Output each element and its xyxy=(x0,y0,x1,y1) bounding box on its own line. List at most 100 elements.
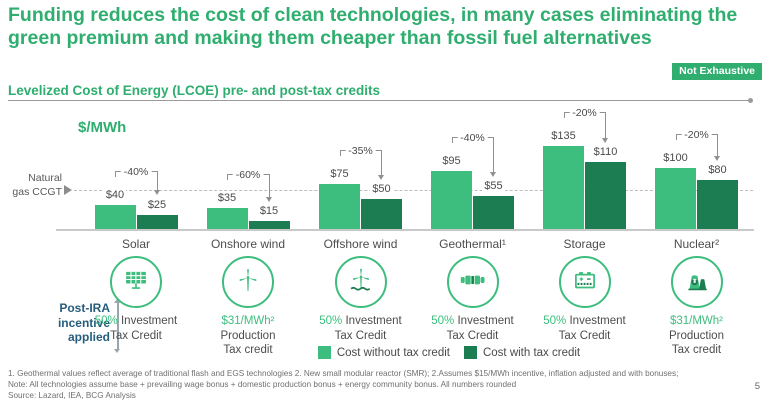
bar-with-tax-credit xyxy=(136,214,178,230)
delta-bracket: -35% xyxy=(339,143,382,158)
delta-bracket: -40% xyxy=(451,131,494,146)
legend-item: Cost without tax credit xyxy=(317,346,450,359)
arrowhead-icon xyxy=(378,175,384,180)
delta-percent-label: -60% xyxy=(232,168,264,183)
not-exhaustive-badge: Not Exhaustive xyxy=(672,63,762,80)
arrowhead-icon xyxy=(153,190,160,196)
incentive-line: Tax credit xyxy=(671,344,722,357)
incentive-line: 50% Investment xyxy=(319,315,402,327)
delta-bracket: -40% xyxy=(115,165,157,180)
delta-bracket: -20% xyxy=(563,106,606,121)
divider-end-dot xyxy=(748,98,753,103)
bar-with-tax-credit xyxy=(248,220,290,230)
bar-without-tax-credit xyxy=(431,171,472,230)
incentive-label: $31/MWh² Production Tax credit xyxy=(188,314,308,358)
legend-label: Cost with tax credit xyxy=(482,346,581,359)
incentive-line: Production xyxy=(220,329,276,342)
category-label: Geothermal¹ xyxy=(439,237,506,251)
incentive-highlight: 50% xyxy=(431,315,455,327)
incentive-line: 50% Investment xyxy=(431,315,514,327)
chart-legend: Cost without tax credit Cost with tax cre… xyxy=(130,346,768,359)
bracket-tick xyxy=(563,113,565,119)
delta-arrow-down xyxy=(490,137,496,177)
y-axis-unit-label: $/MWh xyxy=(78,119,127,136)
bar-value-label: $100 xyxy=(661,152,690,165)
bar-without-tax-credit xyxy=(543,146,584,230)
tech-icon-circle xyxy=(222,256,274,308)
x-axis-line xyxy=(56,229,754,231)
bracket-tick xyxy=(115,172,117,178)
delta-bracket: -60% xyxy=(227,168,269,183)
geothermal-pipe-icon xyxy=(459,266,487,299)
chart-title: Levelized Cost of Energy (LCOE) pre- and… xyxy=(8,83,381,98)
wind-turbine-icon xyxy=(234,266,262,299)
delta-percent-label: -35% xyxy=(345,143,376,158)
bar-without-tax-credit xyxy=(206,208,248,230)
category-label: Storage xyxy=(563,237,606,251)
incentive-row: 50% Investment Tax Credit $31/MWh² Producti… xyxy=(76,256,757,358)
page-title: Funding reduces the cost of clean techno… xyxy=(8,4,738,49)
bar-without-tax-credit xyxy=(655,168,696,230)
incentive-highlight: $31/MWh² xyxy=(669,315,724,327)
page-number: 5 xyxy=(754,381,760,392)
bracket-tick xyxy=(675,135,677,140)
arrowhead-icon xyxy=(490,171,496,177)
bracket-tick xyxy=(339,150,341,156)
bar-value-label: $80 xyxy=(706,164,729,178)
bar-value-label: $110 xyxy=(591,145,620,159)
incentive-line: Production xyxy=(669,329,724,342)
bar-value-label: $35 xyxy=(215,192,239,206)
delta-percent-label: -20% xyxy=(569,106,600,121)
bar-chart: $40 $25 -40% Solar $35 $15 -60% Onshore wind $75… xyxy=(94,106,738,251)
bar-without-tax-credit xyxy=(94,205,136,230)
bracket-tick xyxy=(451,138,453,144)
reference-arrow-icon xyxy=(64,184,72,195)
incentive-line: $31/MWh² xyxy=(637,314,757,329)
incentive-highlight: $31/MWh² xyxy=(221,315,275,327)
offshore-wind-turbine-icon xyxy=(347,266,375,299)
delta-arrow-down xyxy=(378,149,384,180)
delta-arrow-down xyxy=(153,171,160,196)
legend-swatch xyxy=(463,346,477,359)
delta-bracket: -20% xyxy=(675,128,718,142)
incentive-highlight: 50% xyxy=(94,315,118,327)
category-label: Nuclear² xyxy=(673,237,720,251)
incentive-line: Tax Credit xyxy=(446,329,499,342)
arrowhead-icon xyxy=(602,137,608,143)
tech-icon-circle xyxy=(558,256,611,308)
delta-percent-label: -40% xyxy=(457,131,488,146)
footnotes: 1. Geothermal values reflect average of … xyxy=(8,368,752,401)
footnote-line: Note: All technologies assume base + pre… xyxy=(8,380,517,390)
bar-with-tax-credit xyxy=(473,195,514,230)
legend-label: Cost without tax credit xyxy=(336,346,450,359)
tech-icon-circle xyxy=(334,256,387,308)
category-label: Solar xyxy=(121,237,150,251)
incentive-label: $31/MWh² Production Tax credit xyxy=(637,314,757,358)
tech-icon-circle xyxy=(446,256,499,308)
category-label: Offshore wind xyxy=(323,237,398,251)
bar-with-tax-credit xyxy=(361,199,402,230)
footnote-line: Source: Lazard, IEA, BCG Analysis xyxy=(8,391,136,401)
incentive-line: 50% Investment xyxy=(543,315,626,327)
incentive-line: Tax Credit xyxy=(558,329,611,342)
post-ira-side-label: Post-IRA incentive applied xyxy=(57,301,110,345)
bar-with-tax-credit xyxy=(697,180,738,230)
nuclear-plant-icon xyxy=(683,266,711,299)
bar-value-label: $15 xyxy=(257,204,281,218)
reference-dashed-line xyxy=(74,190,753,192)
arrowhead-icon xyxy=(265,196,272,202)
legend-swatch xyxy=(317,346,331,359)
incentive-label: 50% Investment Tax Credit xyxy=(76,314,196,343)
category-label: Onshore wind xyxy=(210,237,286,251)
reference-line-label: Natural gas CCGT xyxy=(12,172,62,198)
bar-value-label: $95 xyxy=(440,155,463,169)
title-divider-line xyxy=(8,100,750,101)
delta-percent-label: -40% xyxy=(120,165,152,180)
solar-panel-icon xyxy=(122,266,150,299)
tech-icon-circle xyxy=(110,256,162,308)
battery-icon xyxy=(571,266,599,299)
delta-arrow-down xyxy=(602,112,608,143)
bar-value-label: $135 xyxy=(549,130,578,144)
delta-arrow-down xyxy=(265,174,272,202)
incentive-highlight: 50% xyxy=(319,315,343,327)
